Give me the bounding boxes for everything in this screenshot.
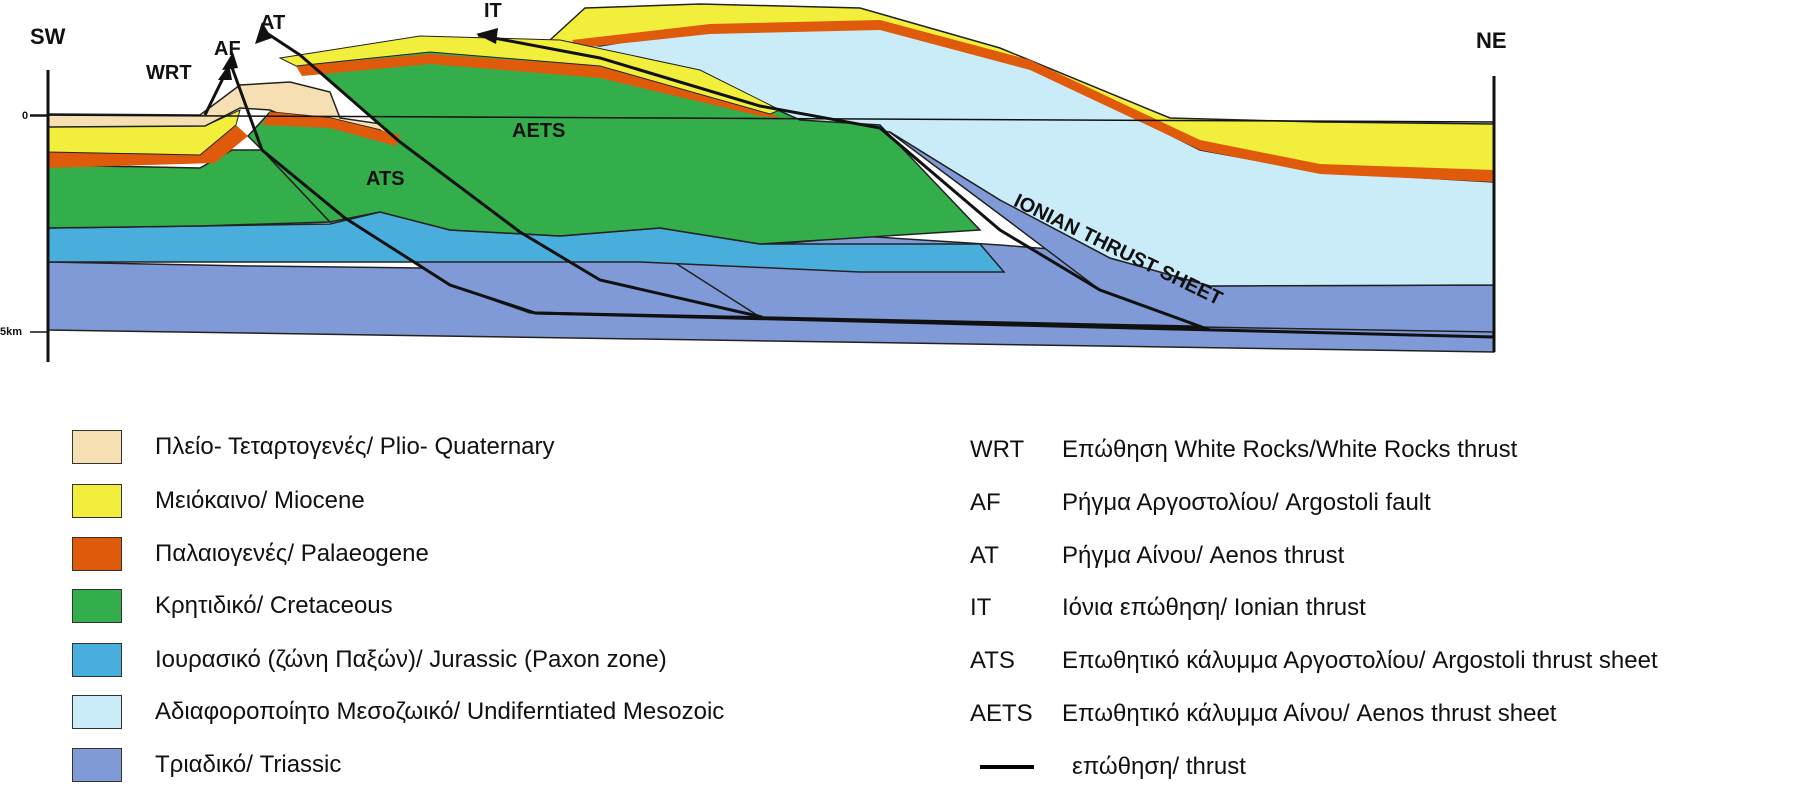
abbr-label: Ρήγμα Αργοστολίου/ Argostoli fault [1062,489,1431,516]
legend-abbr-wrt: WRT Επώθηση White Rocks/White Rocks thru… [970,432,1517,468]
legend-abbr-af: AF Ρήγμα Αργοστολίου/ Argostoli fault [970,485,1431,521]
sw-label: SW [30,24,66,49]
swatch-triassic [72,748,122,782]
palaeogene-foreland [48,125,248,168]
swatch-cretaceous [72,589,122,623]
thrust-line-symbol [980,765,1034,769]
sea-level-line [29,114,1495,123]
thrust-it [477,33,1211,332]
palaeogene-aets [296,54,780,118]
legend-abbr-aets: AETS Επωθητικό κάλυμμα Αίνου/ Aenos thru… [970,696,1556,732]
legend-label: Αδιαφοροποίητο Μεσοζωικό/ Undiferntiated… [155,698,725,725]
abbr-code: AF [970,489,1001,516]
abbr-code: WRT [970,436,1025,463]
legend-item-cretaceous: Κρητιδικό/ Cretaceous [72,587,393,625]
abbr-label: Επωθητικό κάλυμμα Αίνου/ Aenos thrust sh… [1062,700,1557,727]
abbr-label: Ιόνια επώθηση/ Ionian thrust [1062,594,1366,621]
abbr-code: AETS [970,700,1033,727]
palaeogene-ionian-sheet [572,20,1494,182]
fault-label-at: AT [260,12,286,34]
legend-label: Τριαδικό/ Triassic [155,751,342,778]
legend-label: Παλαιογενές/ Palaeogene [155,540,429,567]
abbr-label: Ρήγμα Αίνου/ Aenos thrust [1062,542,1345,569]
abbr-code: ATS [970,647,1015,674]
thrust-af [228,61,264,151]
legend-item-jurassic: Ιουρασικό (ζώνη Παξών)/ Jurassic (Paxon … [72,641,667,679]
abbr-code: IT [970,594,992,621]
swatch-miocene [72,484,122,518]
legend-item-mesozoic: Αδιαφοροποίητο Μεσοζωικό/ Undiferntiated… [72,693,724,731]
legend-label: Κρητιδικό/ Cretaceous [155,592,393,619]
fault-label-wrt: WRT [146,62,192,84]
swatch-plio-quaternary [72,430,122,464]
thrust-at [299,53,763,319]
legend-item-triassic: Τριαδικό/ Triassic [72,746,341,784]
legend-label: Μειόκαινο/ Miocene [155,487,365,514]
abbr-code: AT [970,542,999,569]
legend-abbr-it: IT Ιόνια επώθηση/ Ionian thrust [970,590,1366,626]
legend-abbr-at: AT Ρήγμα Αίνου/ Aenos thrust [970,538,1344,574]
legend-item-palaeogene: Παλαιογενές/ Palaeogene [72,535,429,573]
at-line [264,30,301,57]
legend-item-plio-quaternary: Πλείο- Τεταρτογενές/ Plio- Quaternary [72,428,555,466]
legend-item-miocene: Μειόκαινο/ Miocene [72,482,365,520]
ne-label: NE [1476,28,1507,53]
arrow-af [222,52,238,70]
swatch-palaeogene [72,537,122,571]
fault-label-af: AF [214,38,241,60]
swatch-jurassic [72,643,122,677]
legend-label: Ιουρασικό (ζώνη Παξών)/ Jurassic (Paxon … [155,646,667,673]
legend-abbr-ats: ATS Επωθητικό κάλυμμα Αργοστολίου/ Argos… [970,643,1658,679]
fault-label-it: IT [484,0,502,22]
unit-label-ats: ATS [366,168,405,190]
abbr-label: Επωθητικό κάλυμμα Αργοστολίου/ Argostoli… [1062,647,1658,674]
legend-label: Πλείο- Τεταρτογενές/ Plio- Quaternary [155,433,555,460]
abbr-label: Επώθηση White Rocks/White Rocks thrust [1062,436,1518,463]
unit-label-aets: AETS [512,120,566,142]
arrow-at [255,22,272,44]
jurassic-layer [47,211,1006,273]
palaeogene-ats [262,112,400,146]
thrust-base [534,311,1495,339]
depth-label-5km: 5km [0,326,23,338]
legend-thrust: επώθηση/ thrust [980,749,1246,785]
depth-label-0: 0 [22,110,29,122]
thrust-label: επώθηση/ thrust [1072,753,1246,780]
arrow-it [476,28,498,44]
swatch-mesozoic [72,695,122,729]
